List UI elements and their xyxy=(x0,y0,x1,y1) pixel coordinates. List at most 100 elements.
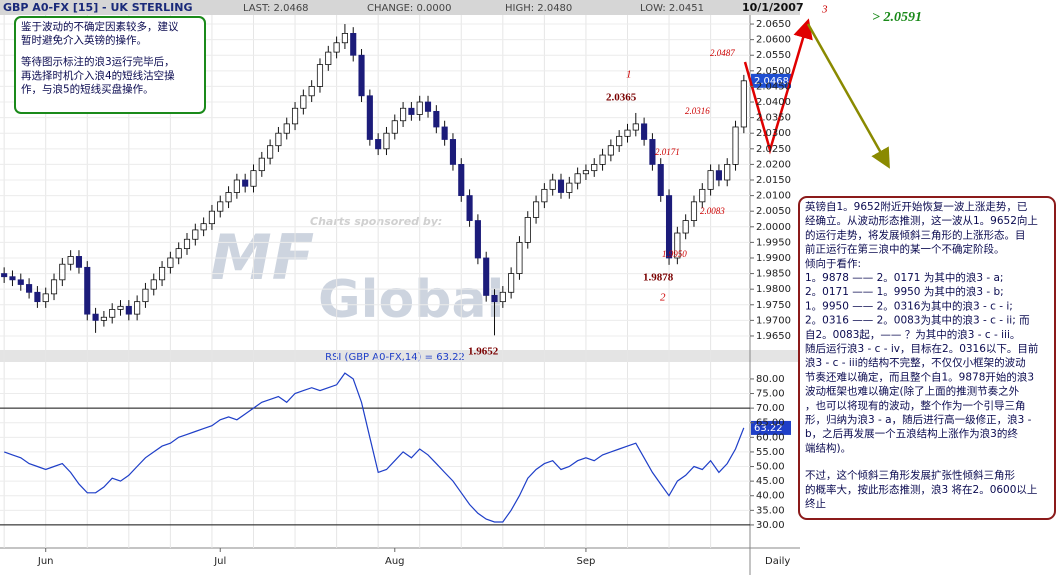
box-text: 倾向于看作: xyxy=(805,257,861,270)
advice-box xyxy=(14,16,206,114)
x-tick-label: Aug xyxy=(385,556,405,567)
candle-body xyxy=(491,295,498,303)
y-tick-label: 80.00 xyxy=(756,374,785,385)
candle-body xyxy=(275,132,282,147)
candle-body xyxy=(200,223,207,231)
candle-body xyxy=(416,101,423,115)
annotation: 2.0171 xyxy=(655,147,680,157)
candle-body xyxy=(508,273,515,293)
candle-body xyxy=(566,182,573,193)
y-tick-label: 1.9750 xyxy=(756,300,791,311)
box-text: 英镑自1。9652附近开始恢复一波上涨走势，已 xyxy=(805,200,1027,213)
box-text: 再选择时机介入浪4的短线沽空操 xyxy=(21,69,175,82)
candle-body xyxy=(616,135,623,147)
candle-body xyxy=(732,126,739,165)
last-value-box xyxy=(751,73,791,88)
box-text: 终止 xyxy=(805,497,826,510)
candle-body xyxy=(175,248,182,259)
y-tick-label: 45.00 xyxy=(756,476,785,487)
y-tick-label: 30.00 xyxy=(756,520,785,531)
candle-body xyxy=(316,64,324,87)
candle-body xyxy=(391,120,398,134)
box-text: 的运行走势，将发展倾斜三角形的上涨形态。目 xyxy=(805,228,1026,241)
sponsor-text: Charts sponsored by: xyxy=(310,215,442,228)
header-bar xyxy=(0,0,800,15)
candle-body xyxy=(150,279,157,290)
candle-body xyxy=(159,266,166,281)
candle-body xyxy=(291,107,299,125)
candle-body xyxy=(50,279,58,295)
y-tick-label: 2.0250 xyxy=(756,144,791,155)
candle-body xyxy=(1,273,8,278)
candle-body xyxy=(375,139,382,150)
y-tick-label: 2.0050 xyxy=(756,206,791,217)
periodicity: Daily xyxy=(765,556,790,567)
candle-body xyxy=(167,257,174,268)
y-tick-label: 1.9800 xyxy=(756,284,791,295)
candle-body xyxy=(325,51,332,65)
annotation: 2.0083 xyxy=(700,206,725,216)
candle-body xyxy=(250,170,257,187)
change: CHANGE: 0.0000 xyxy=(367,3,451,14)
box-text: 鉴于波动的不确定因素较多，建议 xyxy=(21,20,179,33)
box-text: 随后运行浪3 - c - iv，目标在2。0316以下。目前 xyxy=(805,342,1038,355)
last-price: LAST: 2.0468 xyxy=(243,3,309,14)
y-tick-label: 50.00 xyxy=(756,462,785,473)
y-tick-label: 2.0150 xyxy=(756,175,791,186)
candle-body xyxy=(383,132,390,150)
box-text: 1。9950 —— 2。0316为其中的浪3 - c - i; xyxy=(805,299,1013,312)
rsi-line xyxy=(3,372,745,523)
candle-body xyxy=(624,129,631,137)
y-tick-label: 1.9650 xyxy=(756,331,791,342)
candle-body xyxy=(59,263,66,281)
candle-body xyxy=(283,123,290,134)
annotation: 1.9878 xyxy=(643,272,674,284)
annotation: 2.0316 xyxy=(685,106,710,116)
candle-body xyxy=(366,95,373,140)
y-tick-label: 1.9950 xyxy=(756,237,791,248)
annotation: 1.9652 xyxy=(468,346,499,358)
candle-body xyxy=(607,145,614,156)
candle-body xyxy=(267,145,274,159)
candle-body xyxy=(682,220,689,234)
high: HIGH: 2.0480 xyxy=(505,3,572,14)
annotation: 2 xyxy=(660,292,666,304)
candle-body xyxy=(441,126,448,140)
y-tick-label: 2.0500 xyxy=(756,66,791,77)
y-tick-label: 2.0300 xyxy=(756,128,791,139)
low: LOW: 2.0451 xyxy=(640,3,704,14)
candle-body xyxy=(300,95,307,109)
y-tick-label: 40.00 xyxy=(756,491,785,502)
candle-body xyxy=(424,101,432,112)
candle-body xyxy=(458,164,465,197)
last-value-box xyxy=(751,420,791,435)
box-text: 前正运行在第三浪中的某一个不确定阶段。 xyxy=(805,243,1005,256)
candle-body xyxy=(183,238,191,250)
y-tick-label: 35.00 xyxy=(756,505,785,516)
rsi-title-bar xyxy=(0,350,800,362)
candle-body xyxy=(208,210,215,225)
y-tick-label: 2.0100 xyxy=(756,191,791,202)
candle-body xyxy=(674,232,681,259)
box-text: 作，与浪5的短线买盘操作。 xyxy=(21,82,154,95)
candle-body xyxy=(109,309,116,318)
y-tick-label: 2.0550 xyxy=(756,50,791,61)
candle-body xyxy=(225,192,232,203)
watermark: Charts sponsored by: MF Global xyxy=(210,215,504,330)
candle-body xyxy=(67,256,74,265)
candle-body xyxy=(408,107,415,115)
y-tick-label: 2.0650 xyxy=(756,19,791,30)
candle-body xyxy=(707,170,714,190)
candle-body xyxy=(100,316,107,321)
annotation: 1.9950 xyxy=(662,249,687,259)
candle-body xyxy=(125,305,132,315)
y-tick-label: 2.0350 xyxy=(756,113,791,124)
arrow xyxy=(806,23,890,169)
candle-body xyxy=(474,220,481,259)
y-tick-label: 60.00 xyxy=(756,432,785,443)
candle-body xyxy=(358,54,365,97)
candle-body xyxy=(549,179,556,190)
candle-body xyxy=(649,139,656,165)
annotation: 1 xyxy=(626,69,632,81)
annotation: 2.0487 xyxy=(710,48,735,58)
